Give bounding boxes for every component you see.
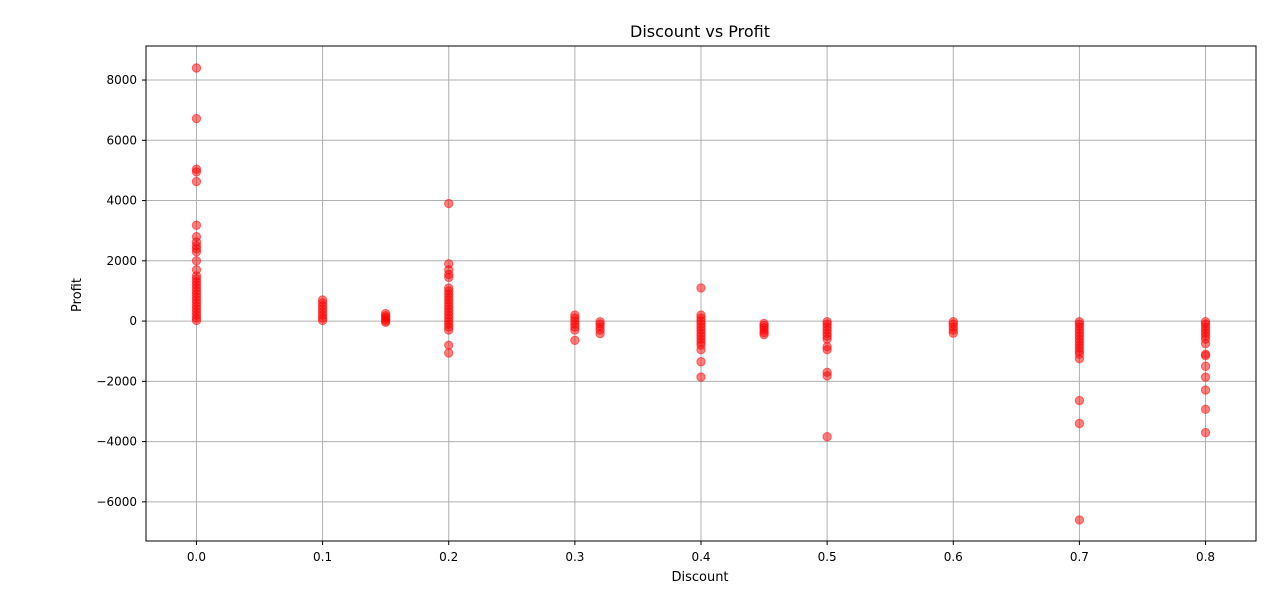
- data-point: [191, 247, 202, 257]
- data-point: [317, 315, 328, 326]
- data-point: [822, 371, 832, 381]
- data-point: [444, 348, 454, 358]
- data-point: [191, 176, 202, 187]
- x-axis-ticks: 0.0 0.1 0.2 0.3 0.4 0.5 0.6 0.7 0.8: [187, 541, 1215, 564]
- y-tick-label: −4000: [96, 435, 137, 449]
- data-point: [444, 198, 454, 209]
- data-point: [696, 344, 706, 355]
- data-point: [948, 328, 958, 338]
- data-point: [696, 283, 706, 293]
- x-tick-label: 0.1: [313, 550, 332, 564]
- data-point: [570, 325, 580, 335]
- grid-lines: [146, 46, 1256, 541]
- data-point: [696, 372, 706, 382]
- y-tick-label: −2000: [96, 374, 137, 388]
- x-tick-label: 0.5: [818, 550, 837, 564]
- y-tick-label: 6000: [106, 133, 137, 147]
- data-point: [1200, 427, 1211, 438]
- data-point: [1074, 354, 1085, 364]
- x-tick-label: 0.7: [1070, 550, 1089, 564]
- x-tick-label: 0.0: [187, 550, 206, 564]
- data-point: [570, 335, 580, 346]
- y-tick-label: 8000: [106, 73, 137, 87]
- data-point: [191, 315, 202, 326]
- x-tick-label: 0.6: [944, 550, 963, 564]
- data-point: [696, 357, 706, 367]
- data-point: [191, 63, 202, 73]
- data-point: [1200, 361, 1211, 371]
- y-tick-label: −6000: [96, 495, 137, 509]
- x-tick-label: 0.2: [439, 550, 458, 564]
- y-axis-ticks: −6000 −4000 −2000 0 2000 4000 6000 8000: [96, 73, 146, 509]
- data-point: [1200, 351, 1211, 361]
- data-point: [380, 317, 391, 327]
- data-point: [191, 256, 202, 266]
- data-point: [1074, 395, 1085, 406]
- data-point: [822, 344, 832, 355]
- data-point: [191, 113, 202, 124]
- x-tick-label: 0.3: [565, 550, 584, 564]
- chart-title: Discount vs Profit: [630, 22, 770, 41]
- data-point: [444, 325, 454, 335]
- data-point: [1200, 404, 1211, 415]
- data-point: [1200, 372, 1211, 382]
- x-tick-label: 0.8: [1196, 550, 1215, 564]
- x-tick-label: 0.4: [691, 550, 710, 564]
- data-points: [191, 63, 1211, 525]
- y-tick-label: 0: [129, 314, 137, 328]
- data-point: [444, 340, 454, 350]
- data-point: [444, 272, 454, 283]
- y-tick-label: 2000: [106, 254, 137, 268]
- data-point: [1074, 418, 1085, 429]
- data-point: [191, 220, 202, 230]
- data-point: [1200, 385, 1211, 395]
- data-point: [191, 167, 202, 177]
- data-point: [822, 432, 832, 442]
- data-point: [595, 329, 605, 339]
- data-point: [1074, 515, 1085, 525]
- data-point: [759, 329, 769, 340]
- data-point: [1200, 338, 1211, 349]
- y-axis-label: Profit: [70, 278, 85, 312]
- y-tick-label: 4000: [106, 194, 137, 208]
- x-axis-label: Discount: [671, 570, 728, 585]
